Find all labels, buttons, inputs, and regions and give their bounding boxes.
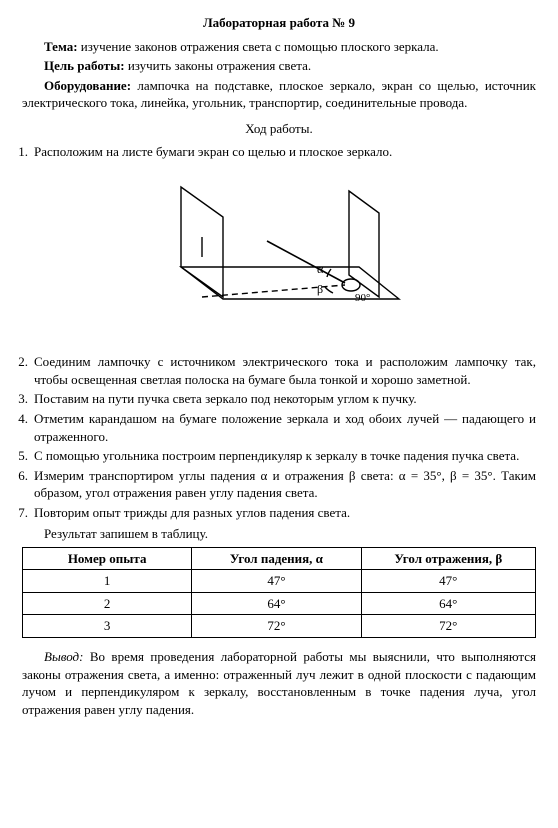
step-number: 4. xyxy=(10,410,28,445)
topic-para: Тема: изучение законов отражения света с… xyxy=(22,38,536,56)
col-header: Угол отражения, β xyxy=(361,547,535,570)
step-text: Отметим карандашом на бумаге положение з… xyxy=(34,410,536,445)
conclusion-para: Вывод: Во время проведения лабораторной … xyxy=(22,648,536,718)
procedure-heading: Ход работы. xyxy=(22,120,536,138)
conclusion-label: Вывод: xyxy=(44,649,83,664)
table-cell: 1 xyxy=(23,570,192,593)
step-number: 3. xyxy=(10,390,28,408)
table-header-row: Номер опыта Угол падения, α Угол отражен… xyxy=(23,547,536,570)
diagram-figure: α β 90° xyxy=(22,169,536,344)
table-row: 1 47° 47° xyxy=(23,570,536,593)
table-cell: 72° xyxy=(361,615,535,638)
step-item: 4.Отметим карандашом на бумаге положение… xyxy=(10,410,536,445)
col-header: Угол падения, α xyxy=(192,547,361,570)
table-row: 3 72° 72° xyxy=(23,615,536,638)
step-text: Повторим опыт трижды для разных углов па… xyxy=(34,504,536,522)
table-cell: 72° xyxy=(192,615,361,638)
equip-label: Оборудование: xyxy=(44,78,131,93)
step-number: 1. xyxy=(10,143,28,161)
step-text: Поставим на пути пучка света зеркало под… xyxy=(34,390,536,408)
steps-list-cont: 2.Соединим лампочку с источником электри… xyxy=(10,353,536,521)
result-intro: Результат запишем в таблицу. xyxy=(22,525,536,543)
goal-text: изучить законы отражения света. xyxy=(128,58,311,73)
step-item: 6.Измерим транспортиром углы падения α и… xyxy=(10,467,536,502)
table-cell: 3 xyxy=(23,615,192,638)
table-cell: 47° xyxy=(192,570,361,593)
topic-text: изучение законов отражения света с помощ… xyxy=(81,39,439,54)
step-item: 3. Поставим на пути пучка света зеркало п… xyxy=(10,390,536,408)
steps-list: 1. Расположим на листе бумаги экран со ще… xyxy=(10,143,536,161)
ninety-label: 90° xyxy=(355,292,370,304)
step-number: 5. xyxy=(10,447,28,465)
step-number: 6. xyxy=(10,467,28,502)
step-item: 2.Соединим лампочку с источником электри… xyxy=(10,353,536,388)
step-item: 7. Повторим опыт трижды для разных углов … xyxy=(10,504,536,522)
goal-label: Цель работы: xyxy=(44,58,125,73)
results-table: Номер опыта Угол падения, α Угол отражен… xyxy=(22,547,536,638)
step-text: Соединим лампочку с источником электриче… xyxy=(34,353,536,388)
alpha-label: α xyxy=(317,262,324,276)
step-item: 1. Расположим на листе бумаги экран со ще… xyxy=(10,143,536,161)
topic-label: Тема: xyxy=(44,39,78,54)
step-number: 7. xyxy=(10,504,28,522)
table-cell: 64° xyxy=(361,592,535,615)
reflection-diagram-icon: α β 90° xyxy=(149,169,409,339)
goal-para: Цель работы: изучить законы отражения св… xyxy=(22,57,536,75)
col-header: Номер опыта xyxy=(23,547,192,570)
step-item: 5. С помощью угольника построим перпендик… xyxy=(10,447,536,465)
step-number: 2. xyxy=(10,353,28,388)
table-cell: 2 xyxy=(23,592,192,615)
lab-title: Лабораторная работа № 9 xyxy=(22,14,536,32)
step-text: Измерим транспортиром углы падения α и о… xyxy=(34,467,536,502)
table-row: 2 64° 64° xyxy=(23,592,536,615)
table-cell: 47° xyxy=(361,570,535,593)
step-text: С помощью угольника построим перпендикул… xyxy=(34,447,536,465)
table-cell: 64° xyxy=(192,592,361,615)
conclusion-text: Во время проведения лабораторной работы … xyxy=(22,649,536,717)
step-text: Расположим на листе бумаги экран со щель… xyxy=(34,143,536,161)
beta-label: β xyxy=(317,282,323,296)
equip-para: Оборудование: лампочка на подставке, пло… xyxy=(22,77,536,112)
